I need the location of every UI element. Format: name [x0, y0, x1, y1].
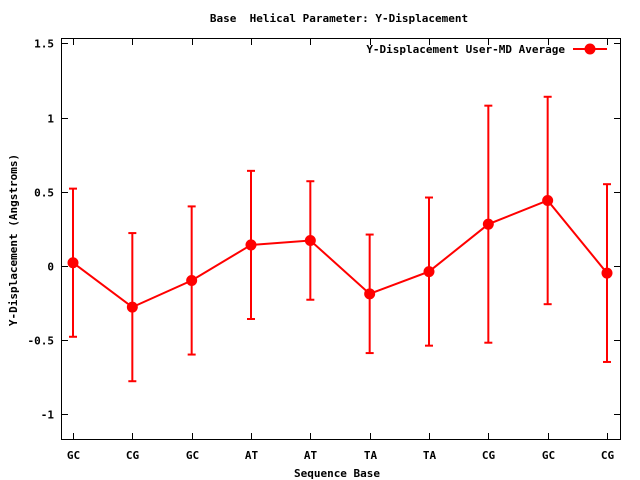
x-tick-label: GC	[67, 449, 80, 462]
x-axis: GC CG GC AT AT TA TA CG GC CG	[67, 39, 615, 462]
data-point	[364, 288, 376, 300]
x-tick-label: CG	[126, 449, 140, 462]
series-line	[72, 199, 608, 309]
data-point	[67, 257, 79, 269]
x-tick-label: CG	[601, 449, 615, 462]
x-tick-label: TA	[364, 449, 378, 462]
legend-label: Y-Displacement User-MD Average	[366, 43, 565, 56]
x-tick-label: TA	[423, 449, 437, 462]
data-point	[245, 239, 257, 251]
legend-marker	[584, 43, 596, 55]
data-point	[423, 266, 435, 278]
y-tick-label: 1.5	[34, 38, 54, 51]
legend: Y-Displacement User-MD Average	[366, 43, 607, 56]
data-point	[304, 234, 316, 246]
y-tick-label: 1	[47, 113, 54, 126]
data-point	[482, 218, 494, 230]
x-tick-label: AT	[304, 449, 318, 462]
error-bars	[69, 95, 611, 383]
data-point	[601, 267, 613, 279]
data-point	[186, 274, 198, 286]
y-tick-label: -1	[41, 409, 55, 422]
y-tick-label: -0.5	[28, 335, 55, 348]
y-tick-label: 0	[47, 261, 54, 274]
y-axis: 1.5 1 0.5 0 -0.5 -1	[28, 38, 620, 422]
y-axis-label: Y-Displacement (Angstroms)	[7, 154, 20, 326]
plot-frame	[61, 38, 621, 440]
y-tick-label: 0.5	[34, 187, 54, 200]
data-point	[126, 301, 138, 313]
chart-title: Base Helical Parameter: Y-Displacement	[210, 12, 468, 25]
x-tick-label: GC	[186, 449, 199, 462]
series-group	[67, 194, 613, 313]
x-tick-label: CG	[482, 449, 496, 462]
x-axis-label: Sequence Base	[294, 467, 380, 480]
x-tick-label: GC	[542, 449, 555, 462]
data-point	[542, 194, 554, 206]
x-tick-label: AT	[245, 449, 259, 462]
